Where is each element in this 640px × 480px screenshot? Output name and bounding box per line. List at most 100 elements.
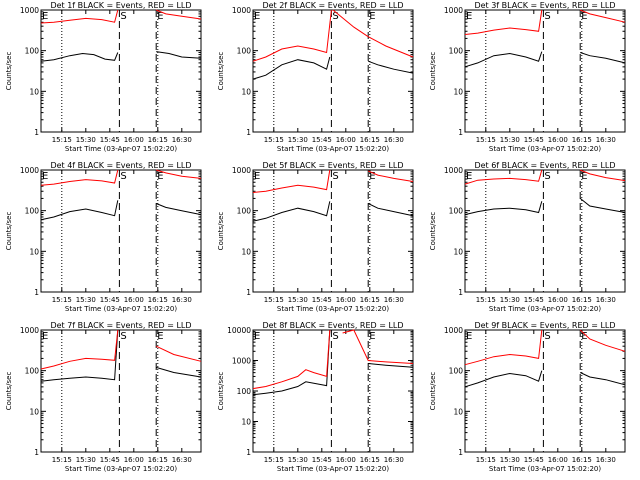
x-tick-label: 16:30 — [384, 296, 404, 304]
marker-label-e: E — [157, 171, 163, 182]
y-tick-label: 10 — [29, 247, 39, 256]
x-tick-label: 15:30 — [288, 296, 308, 304]
series-line-events — [252, 56, 331, 80]
series-line-lld — [367, 170, 414, 182]
panel-title: Det 3f BLACK = Events, RED = LLD — [474, 1, 615, 10]
x-tick-label: 16:00 — [124, 296, 144, 304]
series-line-events — [40, 52, 119, 62]
x-tick-label: 15:45 — [312, 136, 332, 144]
marker-label-e: E — [466, 171, 472, 182]
y-axis-label: Counts/sec — [429, 52, 437, 91]
marker-label-s: S — [332, 171, 338, 182]
panel-title: Det 9f BLACK = Events, RED = LLD — [474, 321, 615, 330]
x-tick-label: 15:30 — [500, 456, 520, 464]
x-tick-label: 16:00 — [336, 456, 356, 464]
y-axis-label: Counts/sec — [5, 212, 13, 251]
series-line-lld — [579, 329, 626, 352]
y-tick-label: 1000 — [232, 357, 251, 366]
x-axis-label: Start Time (03-Apr-07 15:02:20) — [277, 465, 389, 473]
y-tick-label: 1 — [458, 128, 463, 137]
marker-label-e: E — [581, 331, 587, 342]
series-line-events — [464, 370, 543, 388]
x-axis-label: Start Time (03-Apr-07 15:02:20) — [65, 305, 177, 313]
series-line-events — [252, 329, 331, 396]
series-line-events — [40, 200, 119, 221]
y-axis-label: Counts/sec — [5, 52, 13, 91]
y-tick-label: 100 — [25, 207, 40, 216]
x-axis-label: Start Time (03-Apr-07 15:02:20) — [489, 465, 601, 473]
y-tick-label: 1000 — [232, 6, 251, 15]
marker-label-e: E — [581, 11, 587, 22]
series-line-lld — [580, 9, 626, 23]
marker-label-e: E — [466, 11, 472, 22]
y-tick-label: 10 — [453, 87, 463, 96]
y-tick-label: 100 — [449, 47, 464, 56]
series-line-lld — [252, 9, 332, 62]
series-line-lld — [40, 9, 119, 24]
x-tick-label: 16:15 — [360, 456, 380, 464]
y-tick-label: 1000 — [20, 166, 39, 175]
x-tick-label: 15:45 — [312, 296, 332, 304]
panel-title: Det 4f BLACK = Events, RED = LLD — [50, 161, 191, 170]
x-tick-label: 16:30 — [172, 296, 192, 304]
x-tick-label: 16:15 — [572, 136, 592, 144]
x-tick-label: 16:30 — [172, 136, 192, 144]
panel-2: Det 2f BLACK = Events, RED = LLD 1 10 100 10… — [217, 1, 414, 153]
marker-label-s: S — [544, 171, 550, 182]
y-tick-label: 1000 — [444, 6, 463, 15]
marker-label-e: E — [42, 331, 48, 342]
panel-title: Det 1f BLACK = Events, RED = LLD — [50, 1, 191, 10]
x-tick-label: 15:30 — [288, 456, 308, 464]
marker-label-s: S — [544, 331, 550, 342]
y-axis-label: Counts/sec — [217, 52, 225, 91]
y-tick-label: 1 — [246, 448, 251, 457]
marker-label-e: E — [369, 331, 375, 342]
y-tick-label: 1 — [458, 288, 463, 297]
plot-frame — [464, 329, 626, 453]
marker-label-e: E — [254, 331, 260, 342]
series-line-events — [252, 201, 331, 222]
plot-frame — [252, 329, 414, 453]
x-tick-label: 16:15 — [148, 296, 168, 304]
y-axis-label: Counts/sec — [5, 372, 13, 411]
x-tick-label: 16:30 — [596, 456, 616, 464]
panel-7: Det 7f BLACK = Events, RED = LLD 1 10 100 10… — [5, 321, 202, 473]
y-axis-label: Counts/sec — [217, 212, 225, 251]
y-tick-label: 10 — [241, 87, 251, 96]
panel-4: Det 4f BLACK = Events, RED = LLD 1 10 100 10… — [5, 161, 202, 313]
x-tick-label: 15:45 — [524, 136, 544, 144]
x-tick-label: 16:15 — [360, 136, 380, 144]
series-line-lld — [156, 169, 202, 179]
series-line-events — [464, 51, 543, 68]
y-axis-label: Counts/sec — [217, 372, 225, 411]
x-tick-label: 16:00 — [548, 296, 568, 304]
series-line-lld — [580, 169, 626, 182]
x-tick-label: 16:00 — [336, 136, 356, 144]
marker-label-e: E — [369, 171, 375, 182]
x-tick-label: 15:45 — [100, 136, 120, 144]
series-line-lld — [464, 169, 543, 185]
x-tick-label: 15:15 — [52, 296, 72, 304]
y-tick-label: 1 — [246, 128, 251, 137]
x-axis-label: Start Time (03-Apr-07 15:02:20) — [277, 305, 389, 313]
y-tick-label: 100 — [25, 367, 40, 376]
series-line-events — [368, 363, 414, 368]
marker-label-e: E — [157, 11, 163, 22]
x-tick-label: 16:15 — [572, 296, 592, 304]
series-line-events — [580, 52, 626, 64]
x-tick-label: 15:30 — [76, 456, 96, 464]
x-tick-label: 16:30 — [596, 136, 616, 144]
marker-label-s: S — [332, 11, 338, 22]
y-tick-label: 10 — [241, 418, 251, 427]
x-tick-label: 16:30 — [384, 456, 404, 464]
x-tick-label: 15:15 — [264, 296, 284, 304]
x-tick-label: 15:15 — [52, 136, 72, 144]
marker-label-s: S — [120, 11, 126, 22]
marker-label-e: E — [466, 331, 472, 342]
plot-frame — [252, 9, 414, 133]
x-tick-label: 15:45 — [100, 296, 120, 304]
x-tick-label: 15:15 — [476, 136, 496, 144]
x-tick-label: 16:15 — [360, 296, 380, 304]
series-line-events — [367, 203, 414, 217]
